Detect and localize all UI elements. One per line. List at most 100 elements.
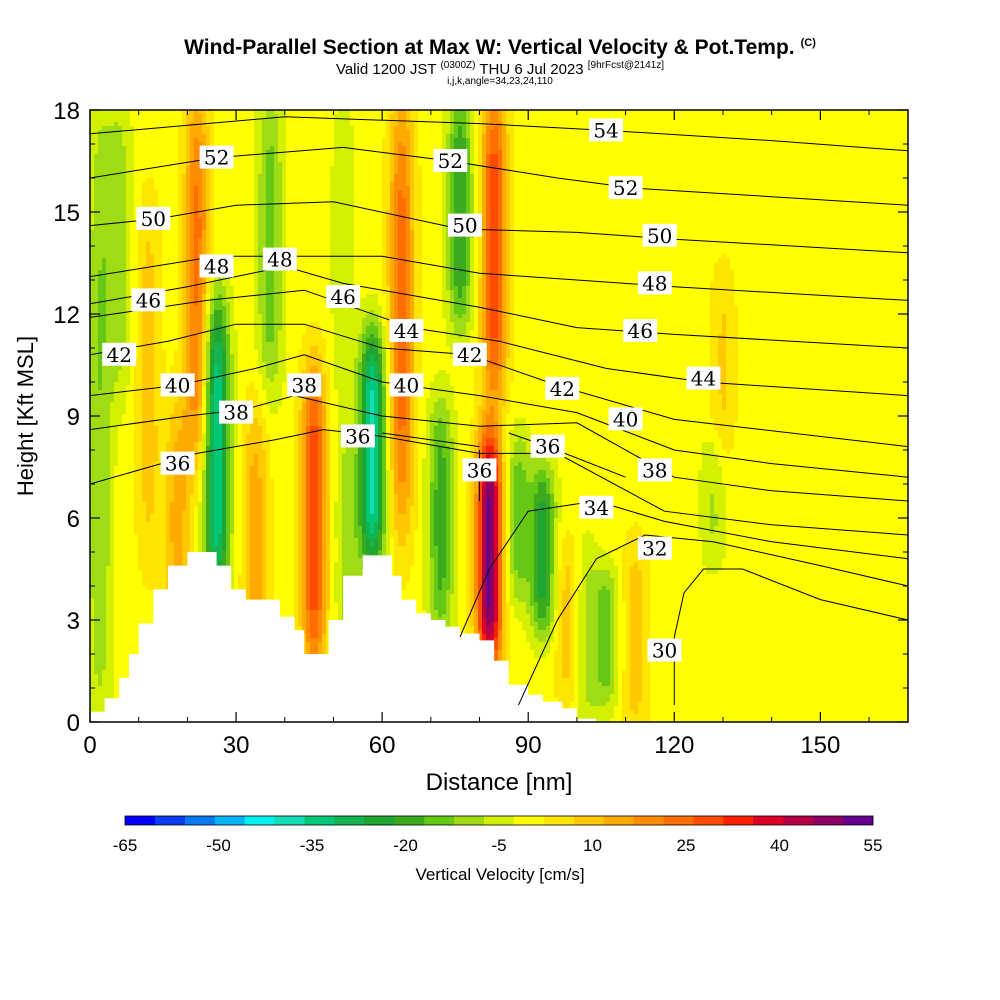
velocity-cell <box>322 138 326 142</box>
velocity-cell <box>206 134 210 138</box>
velocity-cell <box>562 158 566 162</box>
velocity-cell <box>474 150 478 154</box>
velocity-cell <box>406 114 410 118</box>
velocity-cell <box>694 146 698 150</box>
velocity-cell <box>634 150 638 154</box>
velocity-cell <box>322 134 326 138</box>
velocity-cell <box>510 138 514 142</box>
velocity-cell <box>598 170 602 174</box>
velocity-cell <box>250 174 254 178</box>
velocity-cell <box>146 174 150 178</box>
velocity-cell <box>398 122 402 126</box>
velocity-cell <box>302 174 306 178</box>
velocity-cell <box>550 126 554 130</box>
velocity-cell <box>646 146 650 150</box>
velocity-cell <box>562 134 566 138</box>
velocity-cell <box>786 114 790 118</box>
velocity-cell <box>790 130 794 134</box>
velocity-cell <box>538 130 542 134</box>
velocity-cell <box>150 130 154 134</box>
velocity-cell <box>726 126 730 130</box>
velocity-cell <box>882 158 886 162</box>
velocity-cell <box>314 166 318 170</box>
velocity-cell <box>298 142 302 146</box>
velocity-cell <box>534 118 538 122</box>
velocity-cell <box>534 158 538 162</box>
velocity-cell <box>294 130 298 134</box>
velocity-cell <box>522 154 526 158</box>
velocity-cell <box>158 174 162 178</box>
velocity-cell <box>638 154 642 158</box>
velocity-cell <box>354 170 358 174</box>
velocity-cell <box>150 162 154 166</box>
velocity-cell <box>290 162 294 166</box>
velocity-cell <box>510 150 514 154</box>
velocity-cell <box>254 166 258 170</box>
velocity-cell <box>234 126 238 130</box>
velocity-cell <box>538 114 542 118</box>
velocity-cell <box>830 134 834 138</box>
velocity-cell <box>726 118 730 122</box>
velocity-cell <box>758 122 762 126</box>
velocity-cell <box>282 162 286 166</box>
velocity-cell <box>718 142 722 146</box>
velocity-cell <box>430 130 434 134</box>
velocity-cell <box>590 154 594 158</box>
velocity-cell <box>690 150 694 154</box>
velocity-cell <box>154 122 158 126</box>
velocity-cell <box>338 174 342 178</box>
velocity-cell <box>158 150 162 154</box>
velocity-cell <box>362 174 366 178</box>
velocity-cell <box>854 118 858 122</box>
velocity-cell <box>302 146 306 150</box>
velocity-cell <box>330 130 334 134</box>
velocity-cell <box>110 146 114 150</box>
velocity-cell <box>334 122 338 126</box>
velocity-cell <box>902 162 906 166</box>
velocity-cell <box>354 114 358 118</box>
velocity-cell <box>898 170 902 174</box>
velocity-cell <box>198 170 202 174</box>
velocity-cell <box>274 146 278 150</box>
velocity-cell <box>278 130 282 134</box>
velocity-cell <box>278 170 282 174</box>
velocity-cell <box>366 154 370 158</box>
velocity-cell <box>802 162 806 166</box>
velocity-cell <box>130 134 134 138</box>
velocity-cell <box>402 114 406 118</box>
velocity-cell <box>750 146 754 150</box>
velocity-cell <box>306 174 310 178</box>
velocity-cell <box>626 122 630 126</box>
velocity-cell <box>434 126 438 130</box>
velocity-cell <box>530 166 534 170</box>
velocity-cell <box>286 114 290 118</box>
velocity-cell <box>446 174 450 178</box>
velocity-cell <box>838 122 842 126</box>
velocity-cell <box>654 138 658 142</box>
velocity-cell <box>354 126 358 130</box>
velocity-cell <box>382 134 386 138</box>
velocity-cell <box>666 162 670 166</box>
velocity-cell <box>870 158 874 162</box>
velocity-cell <box>634 162 638 166</box>
velocity-cell <box>834 162 838 166</box>
velocity-cell <box>682 118 686 122</box>
velocity-cell <box>126 162 130 166</box>
velocity-cell <box>482 118 486 122</box>
velocity-cell <box>802 122 806 126</box>
velocity-cell <box>338 158 342 162</box>
velocity-cell <box>698 118 702 122</box>
velocity-cell <box>186 150 190 154</box>
velocity-cell <box>854 114 858 118</box>
velocity-cell <box>694 130 698 134</box>
velocity-cell <box>242 166 246 170</box>
velocity-cell <box>806 146 810 150</box>
velocity-cell <box>162 122 166 126</box>
velocity-cell <box>730 126 734 130</box>
velocity-cell <box>810 126 814 130</box>
velocity-cell <box>158 114 162 118</box>
velocity-cell <box>174 166 178 170</box>
velocity-cell <box>130 142 134 146</box>
velocity-cell <box>586 114 590 118</box>
velocity-cell <box>546 114 550 118</box>
